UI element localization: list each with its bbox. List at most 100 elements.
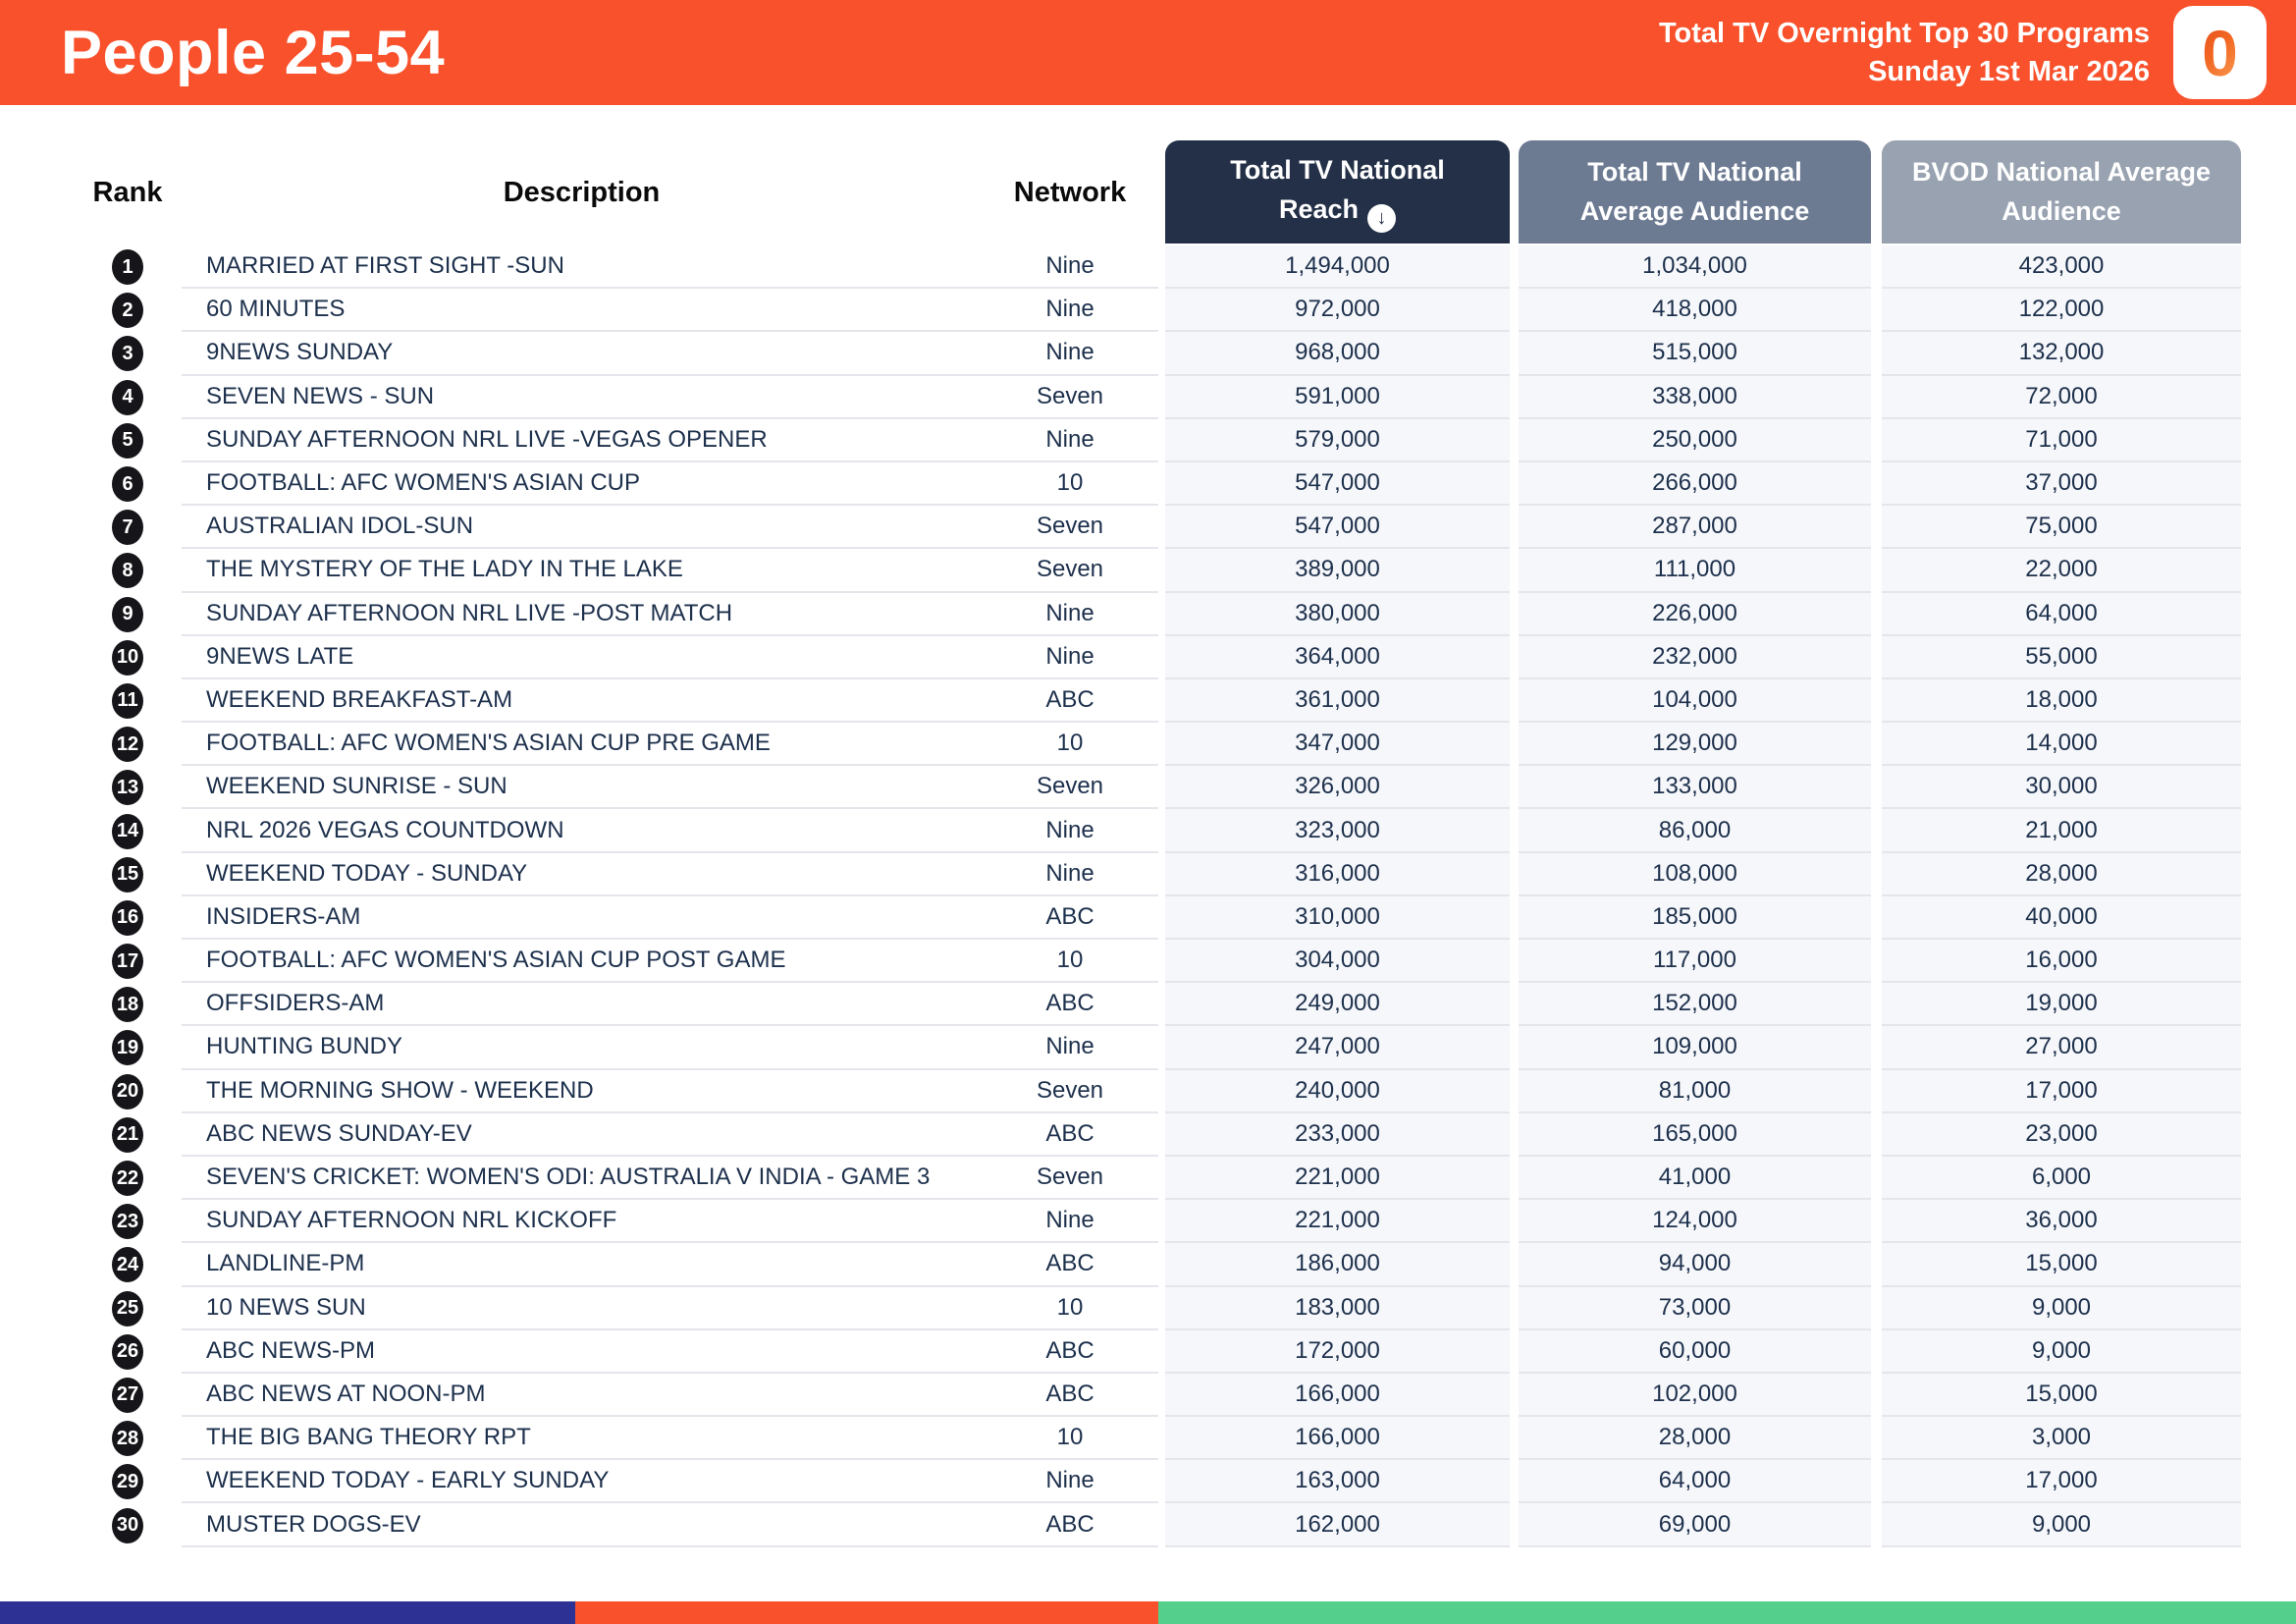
bvod-value: 28,000 [1882,853,2241,896]
program-description: 9NEWS SUNDAY [182,332,982,376]
table-row: 19 HUNTING BUNDY Nine 247,000 109,000 27… [74,1026,2241,1070]
rank-badge: 4 [112,379,143,415]
col-header-reach[interactable]: Total TV National Reach ↓ [1165,140,1510,244]
rank-badge: 28 [112,1421,143,1457]
avg-audience-value: 129,000 [1519,723,1871,767]
rank-badge: 6 [112,466,143,503]
rank-cell: 29 [74,1460,182,1503]
rank-cell: 7 [74,506,182,549]
rank-badge: 10 [112,639,143,676]
bvod-value: 40,000 [1882,896,2241,940]
report-date: Sunday 1st Mar 2026 [1868,55,2150,87]
bvod-value: 30,000 [1882,766,2241,810]
rank-cell: 20 [74,1070,182,1113]
reach-value: 166,000 [1165,1417,1510,1461]
bvod-value: 15,000 [1882,1243,2241,1287]
bvod-value: 9,000 [1882,1287,2241,1330]
table-row: 5 SUNDAY AFTERNOON NRL LIVE -VEGAS OPENE… [74,419,2241,462]
sort-descending-icon[interactable]: ↓ [1367,203,1397,233]
network-cell: ABC [982,983,1158,1027]
program-description: 60 MINUTES [182,289,982,333]
program-description: SUNDAY AFTERNOON NRL LIVE -VEGAS OPENER [182,419,982,462]
program-description: MUSTER DOGS-EV [182,1503,982,1547]
reach-value: 1,494,000 [1165,245,1510,290]
table-row: 10 9NEWS LATE Nine 364,000 232,000 55,00… [74,636,2241,679]
avg-audience-value: 94,000 [1519,1243,1871,1287]
top-banner: People 25-54 Total TV Overnight Top 30 P… [0,0,2296,105]
rank-cell: 10 [74,636,182,679]
header-gutter-2 [1510,140,1519,245]
header-gutter-3 [1871,140,1882,245]
rank-cell: 9 [74,593,182,636]
table-row: 15 WEEKEND TODAY - SUNDAY Nine 316,000 1… [74,853,2241,896]
bvod-value: 17,000 [1882,1460,2241,1504]
table-row: 28 THE BIG BANG THEORY RPT 10 166,000 28… [74,1417,2241,1461]
avg-audience-value: 28,000 [1519,1417,1871,1461]
bvod-value: 122,000 [1882,289,2241,333]
program-description: FOOTBALL: AFC WOMEN'S ASIAN CUP PRE GAME [182,723,982,767]
bvod-value: 132,000 [1882,332,2241,376]
bvod-value: 17,000 [1882,1070,2241,1113]
footer-bar-green-segment [1158,1601,2296,1624]
rank-badge: 16 [112,899,143,936]
reach-value: 249,000 [1165,983,1510,1027]
oztam-logo: 0 [2173,6,2267,99]
program-description: WEEKEND TODAY - EARLY SUNDAY [182,1460,982,1504]
avg-audience-value: 1,034,000 [1519,245,1871,290]
reach-value: 316,000 [1165,853,1510,896]
page-title: People 25-54 [61,18,446,87]
avg-audience-value: 69,000 [1519,1503,1871,1547]
rank-badge: 14 [112,813,143,849]
avg-audience-value: 86,000 [1519,809,1871,853]
rank-badge: 26 [112,1333,143,1370]
avg-audience-value: 418,000 [1519,289,1871,333]
network-cell: Nine [982,593,1158,636]
rank-cell: 30 [74,1503,182,1546]
program-description: SEVEN NEWS - SUN [182,376,982,419]
network-cell: Seven [982,1157,1158,1201]
bvod-value: 75,000 [1882,506,2241,550]
table-header-row: Rank Description Network Total TV Nation… [74,140,2241,245]
reach-value: 186,000 [1165,1243,1510,1287]
avg-audience-value: 232,000 [1519,636,1871,679]
table-row: 3 9NEWS SUNDAY Nine 968,000 515,000 132,… [74,332,2241,376]
rank-cell: 22 [74,1157,182,1200]
bvod-value: 55,000 [1882,636,2241,679]
rank-cell: 17 [74,940,182,983]
rank-badge: 9 [112,596,143,632]
table-row: 13 WEEKEND SUNRISE - SUN Seven 326,000 1… [74,766,2241,810]
oztam-logo-zero-icon: 0 [2202,16,2238,89]
table-row: 20 THE MORNING SHOW - WEEKEND Seven 240,… [74,1070,2241,1113]
avg-audience-value: 338,000 [1519,376,1871,419]
avg-audience-value: 152,000 [1519,983,1871,1027]
bvod-value: 72,000 [1882,376,2241,419]
reach-value: 972,000 [1165,289,1510,333]
table-body: 1 MARRIED AT FIRST SIGHT -SUN Nine 1,494… [74,245,2241,1547]
rank-badge: 18 [112,987,143,1023]
rank-badge: 20 [112,1073,143,1110]
header-gutter-1 [1158,140,1165,245]
reach-value: 347,000 [1165,723,1510,767]
reach-value: 172,000 [1165,1330,1510,1374]
table-row: 4 SEVEN NEWS - SUN Seven 591,000 338,000… [74,376,2241,419]
rank-badge: 5 [112,422,143,459]
reach-value: 163,000 [1165,1460,1510,1504]
program-description: WEEKEND SUNRISE - SUN [182,766,982,810]
col-header-avg-audience: Total TV National Average Audience [1519,140,1871,244]
bvod-value: 14,000 [1882,723,2241,767]
avg-audience-value: 117,000 [1519,940,1871,984]
reach-value: 326,000 [1165,766,1510,810]
rank-badge: 21 [112,1116,143,1153]
bvod-value: 36,000 [1882,1200,2241,1244]
rank-cell: 14 [74,809,182,852]
rank-cell: 11 [74,679,182,723]
bvod-value: 64,000 [1882,593,2241,636]
table-row: 6 FOOTBALL: AFC WOMEN'S ASIAN CUP 10 547… [74,462,2241,507]
program-description: SUNDAY AFTERNOON NRL LIVE -POST MATCH [182,593,982,636]
reach-value: 233,000 [1165,1113,1510,1157]
avg-audience-value: 165,000 [1519,1113,1871,1157]
rank-cell: 16 [74,896,182,940]
rank-cell: 6 [74,462,182,506]
col-header-rank: Rank [92,177,163,208]
network-cell: Nine [982,332,1158,376]
